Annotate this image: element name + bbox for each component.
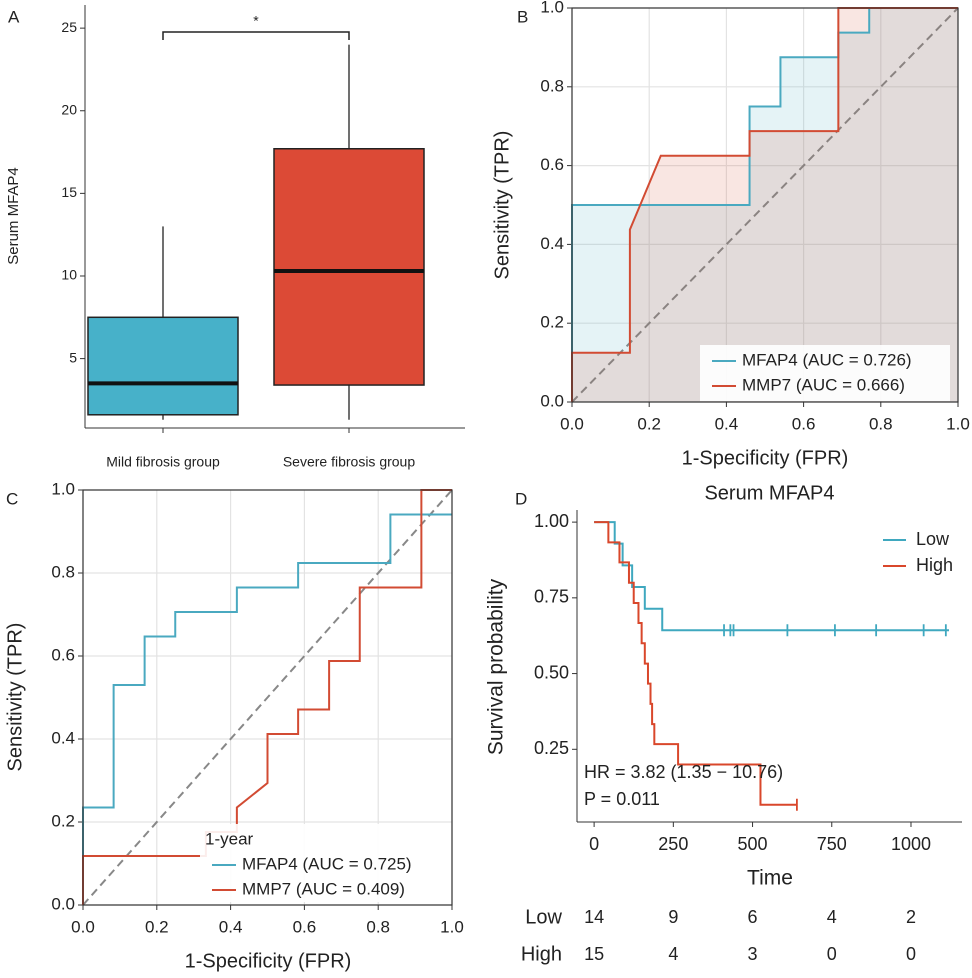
plot-border [82, 489, 453, 906]
panel-label: D [515, 489, 527, 508]
x-tick-label: 0.0 [560, 414, 584, 433]
roc-line [571, 7, 958, 402]
risk-count: 4 [668, 944, 678, 964]
y-tick-label: 25 [61, 19, 77, 35]
plot-border [571, 7, 959, 403]
panel-label: C [6, 489, 18, 508]
significance: * [253, 13, 259, 29]
x-tick-label: 250 [658, 834, 688, 854]
y-tick-label: 0.4 [51, 728, 75, 747]
x-axis-label: 1-Specificity (FPR) [185, 950, 352, 972]
x-tick-label: 0.4 [715, 414, 739, 433]
x-tick-label: 0.0 [71, 917, 95, 936]
risk-count: 14 [584, 907, 604, 927]
annotation: P = 0.011 [584, 789, 660, 809]
significance-bracket [162, 31, 350, 40]
y-tick-label: 0.4 [540, 234, 564, 253]
legend-label: MFAP4 (AUC = 0.726) [742, 350, 912, 369]
x-tick-label: Mild fibrosis group [106, 454, 220, 470]
risk-count: 2 [906, 907, 916, 927]
y-tick-label: 0.50 [534, 662, 569, 682]
risk-count: 0 [827, 944, 837, 964]
x-tick-label: 0.4 [219, 917, 243, 936]
legend-box [200, 824, 450, 902]
x-tick-label: 0.2 [145, 917, 169, 936]
survival-curve [594, 521, 797, 806]
x-tick-label: 1.0 [946, 414, 970, 433]
x-tick-label: 0.8 [366, 917, 390, 936]
x-tick-label: 0.2 [637, 414, 661, 433]
y-axis-label: Sensitivity (TPR) [4, 623, 26, 772]
risk-count: 4 [827, 907, 837, 927]
y-tick-label: 15 [61, 184, 77, 200]
y-tick-label: 1.0 [51, 479, 75, 498]
x-tick-label: 750 [817, 834, 847, 854]
y-tick-label: 0.25 [534, 738, 569, 758]
box [273, 148, 425, 386]
x-tick-label: 0.8 [869, 414, 893, 433]
risk-count: 9 [668, 907, 678, 927]
x-axis-label: 1-Specificity (FPR) [682, 447, 849, 469]
y-tick-label: 1.0 [540, 0, 564, 16]
panel-label: B [517, 7, 528, 26]
y-tick-label: 5 [69, 349, 77, 365]
annotation: HR = 3.82 (1.35 − 10.76) [584, 762, 783, 782]
y-tick-label: 0.75 [534, 587, 569, 607]
roc-line [82, 513, 452, 905]
risk-row-label: High [521, 943, 562, 965]
risk-count: 15 [584, 944, 604, 964]
y-tick-label: 0.8 [51, 562, 75, 581]
y-axis-label: Sensitivity (TPR) [491, 131, 513, 280]
y-tick-label: 0.8 [540, 76, 564, 95]
roc-area [572, 8, 958, 402]
legend-label: MMP7 (AUC = 0.409) [242, 879, 405, 898]
x-tick-label: 0.6 [792, 414, 816, 433]
y-tick-label: 20 [61, 101, 77, 117]
panel-label: A [8, 7, 20, 26]
x-tick-label: 500 [738, 834, 768, 854]
box [87, 316, 239, 416]
risk-count: 0 [906, 944, 916, 964]
y-tick-label: 0.6 [51, 645, 75, 664]
diagonal [571, 7, 959, 403]
legend-title: 1-year [205, 829, 254, 848]
legend-label: Low [916, 529, 950, 549]
chart-title: Serum MFAP4 [704, 482, 834, 504]
x-tick-label: 1000 [891, 834, 931, 854]
legend-label: MFAP4 (AUC = 0.725) [242, 854, 412, 873]
legend-label: High [916, 555, 953, 575]
x-tick-label: 0.6 [293, 917, 317, 936]
y-axis-label: Survival probability [485, 578, 508, 755]
survival-curve [594, 521, 950, 632]
y-tick-label: 0.2 [51, 811, 75, 830]
x-tick-label: 0 [589, 834, 599, 854]
legend-label: MMP7 (AUC = 0.666) [742, 375, 905, 394]
roc-line [571, 7, 958, 402]
roc-area [572, 8, 958, 402]
legend-box [700, 345, 950, 401]
x-tick-label: Severe fibrosis group [283, 454, 416, 470]
y-tick-label: 0.6 [540, 155, 564, 174]
x-axis-label: Time [747, 867, 793, 890]
risk-count: 3 [748, 944, 758, 964]
y-tick-label: 10 [61, 267, 77, 283]
y-axis-label: Serum MFAP4 [5, 167, 22, 265]
y-tick-label: 0.0 [51, 894, 75, 913]
y-tick-label: 1.00 [534, 511, 569, 531]
x-tick-label: 1.0 [440, 917, 464, 936]
risk-row-label: Low [525, 906, 562, 928]
y-tick-label: 0.0 [540, 391, 564, 410]
risk-count: 6 [748, 907, 758, 927]
y-tick-label: 0.2 [540, 313, 564, 332]
